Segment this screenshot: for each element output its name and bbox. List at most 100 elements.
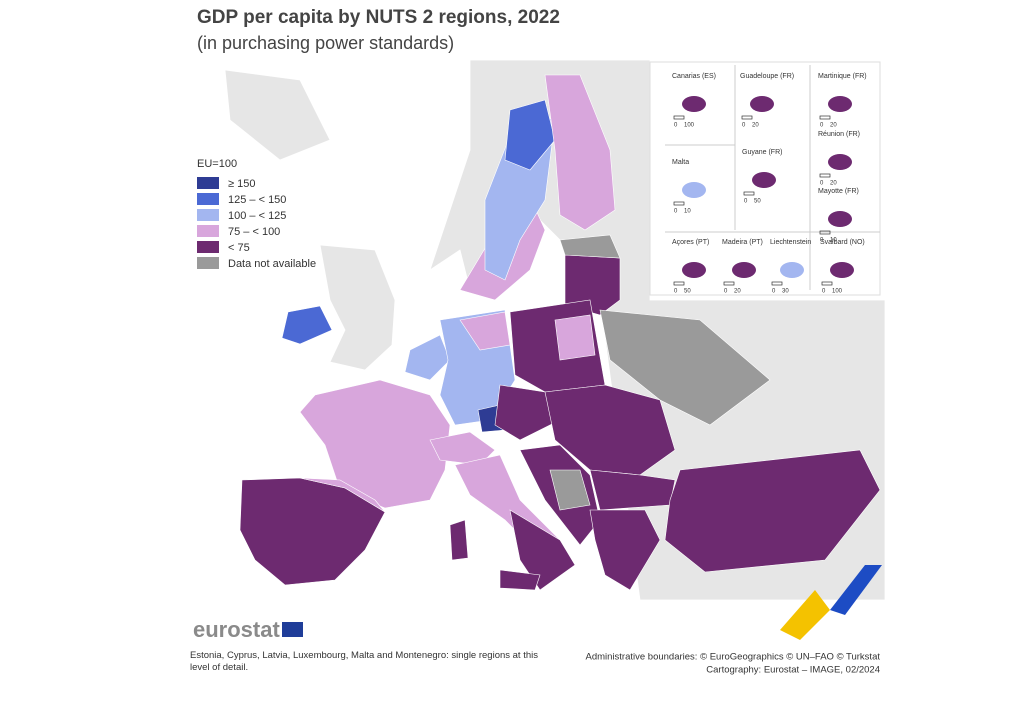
region [509, 509, 576, 591]
scale-bar [743, 191, 755, 196]
inset-shape [828, 211, 852, 227]
inset-label: Martinique (FR) [818, 73, 867, 80]
scale-bar [819, 173, 831, 178]
legend-label: 75 – < 100 [228, 226, 280, 238]
inset-label: Madeira (PT) [722, 239, 763, 246]
region [599, 309, 771, 426]
footnote: Estonia, Cyprus, Latvia, Luxembourg, Mal… [190, 650, 538, 673]
scale-label: 20 [830, 181, 837, 187]
inset-shape [830, 262, 854, 278]
legend-swatch [197, 225, 219, 237]
inset-label: Malta [672, 159, 689, 166]
inset-shape [828, 96, 852, 112]
region [299, 379, 451, 509]
region [664, 449, 881, 573]
scale-bar [819, 115, 831, 120]
scale-label: 100 [684, 123, 695, 129]
eu-flag [282, 622, 303, 637]
inset-label: Guadeloupe (FR) [740, 73, 794, 80]
region [554, 314, 596, 361]
inset-shape [750, 96, 774, 112]
scale-bar [821, 281, 833, 286]
region [404, 334, 451, 381]
credit: Cartography: Eurostat – IMAGE, 02/2024 [706, 665, 880, 676]
scale-label: 10 [830, 238, 837, 244]
region [449, 519, 469, 561]
decoration [780, 590, 830, 640]
scale-bar [673, 115, 685, 120]
scale-label: 0 [674, 289, 678, 295]
region [504, 99, 556, 171]
inset-shape [682, 262, 706, 278]
scale-bar [819, 230, 831, 235]
footnote-box: Estonia, Cyprus, Latvia, Luxembourg, Mal… [190, 650, 538, 673]
region [544, 74, 616, 231]
legend-title: EU=100 [197, 158, 237, 170]
scale-bar [741, 115, 753, 120]
inset-label: Svalbard (NO) [820, 239, 865, 246]
region [281, 305, 333, 345]
legend-swatch [197, 209, 219, 221]
scale-bar [673, 201, 685, 206]
scale-label: 0 [742, 123, 746, 129]
scale-label: 0 [674, 123, 678, 129]
scale-label: 10 [684, 209, 691, 215]
legend-label: Data not available [228, 258, 316, 270]
inset-shape [828, 154, 852, 170]
inset-shape [780, 262, 804, 278]
scale-label: 0 [820, 181, 824, 187]
legend-label: 100 – < 125 [228, 210, 286, 222]
inset-label: Açores (PT) [672, 239, 709, 246]
inset-label: Réunion (FR) [818, 131, 860, 138]
scale-bar [723, 281, 735, 286]
inset-label: Guyane (FR) [742, 149, 782, 156]
title: GDP per capita by NUTS 2 regions, 2022 [197, 7, 560, 28]
scale-label: 50 [754, 199, 761, 205]
land [224, 69, 331, 161]
scale-label: 0 [724, 289, 728, 295]
legend-label: < 75 [228, 242, 250, 254]
land [319, 244, 396, 371]
legend-label: ≥ 150 [228, 178, 255, 190]
legend-swatch [197, 177, 219, 189]
region [499, 569, 541, 591]
scale-label: 100 [832, 289, 843, 295]
scale-bar [771, 281, 783, 286]
region [559, 234, 621, 259]
region [299, 477, 386, 513]
scale-bar [673, 281, 685, 286]
region [544, 384, 676, 476]
scale-label: 0 [772, 289, 776, 295]
scale-label: 0 [822, 289, 826, 295]
scale-label: 20 [830, 123, 837, 129]
map [224, 59, 886, 601]
inset-shape [732, 262, 756, 278]
inset-shape [682, 182, 706, 198]
legend: ≥ 150 125 – < 150 100 – < 125 75 – < 100 < 7… [197, 177, 316, 270]
inset-label: Mayotte (FR) [818, 188, 859, 195]
legend-swatch [197, 241, 219, 253]
logo: eurostat [193, 617, 280, 642]
scale-label: 0 [674, 209, 678, 215]
scale-label: 0 [744, 199, 748, 205]
credit: Administrative boundaries: © EuroGeograp… [585, 652, 880, 663]
decoration [830, 565, 882, 615]
region [589, 509, 661, 591]
legend-label: 125 – < 150 [228, 194, 286, 206]
inset-label: Canarias (ES) [672, 73, 716, 80]
scale-label: 50 [684, 289, 691, 295]
legend-swatch [197, 257, 219, 269]
scale-label: 30 [782, 289, 789, 295]
scale-label: 20 [734, 289, 741, 295]
region [494, 384, 561, 441]
region [459, 311, 511, 351]
inset-shape [682, 96, 706, 112]
inset-shape [752, 172, 776, 188]
region [549, 469, 591, 511]
scale-label: 0 [820, 123, 824, 129]
subtitle: (in purchasing power standards) [197, 33, 454, 53]
inset-label: Liechtenstein [770, 239, 811, 246]
scale-label: 20 [752, 123, 759, 129]
